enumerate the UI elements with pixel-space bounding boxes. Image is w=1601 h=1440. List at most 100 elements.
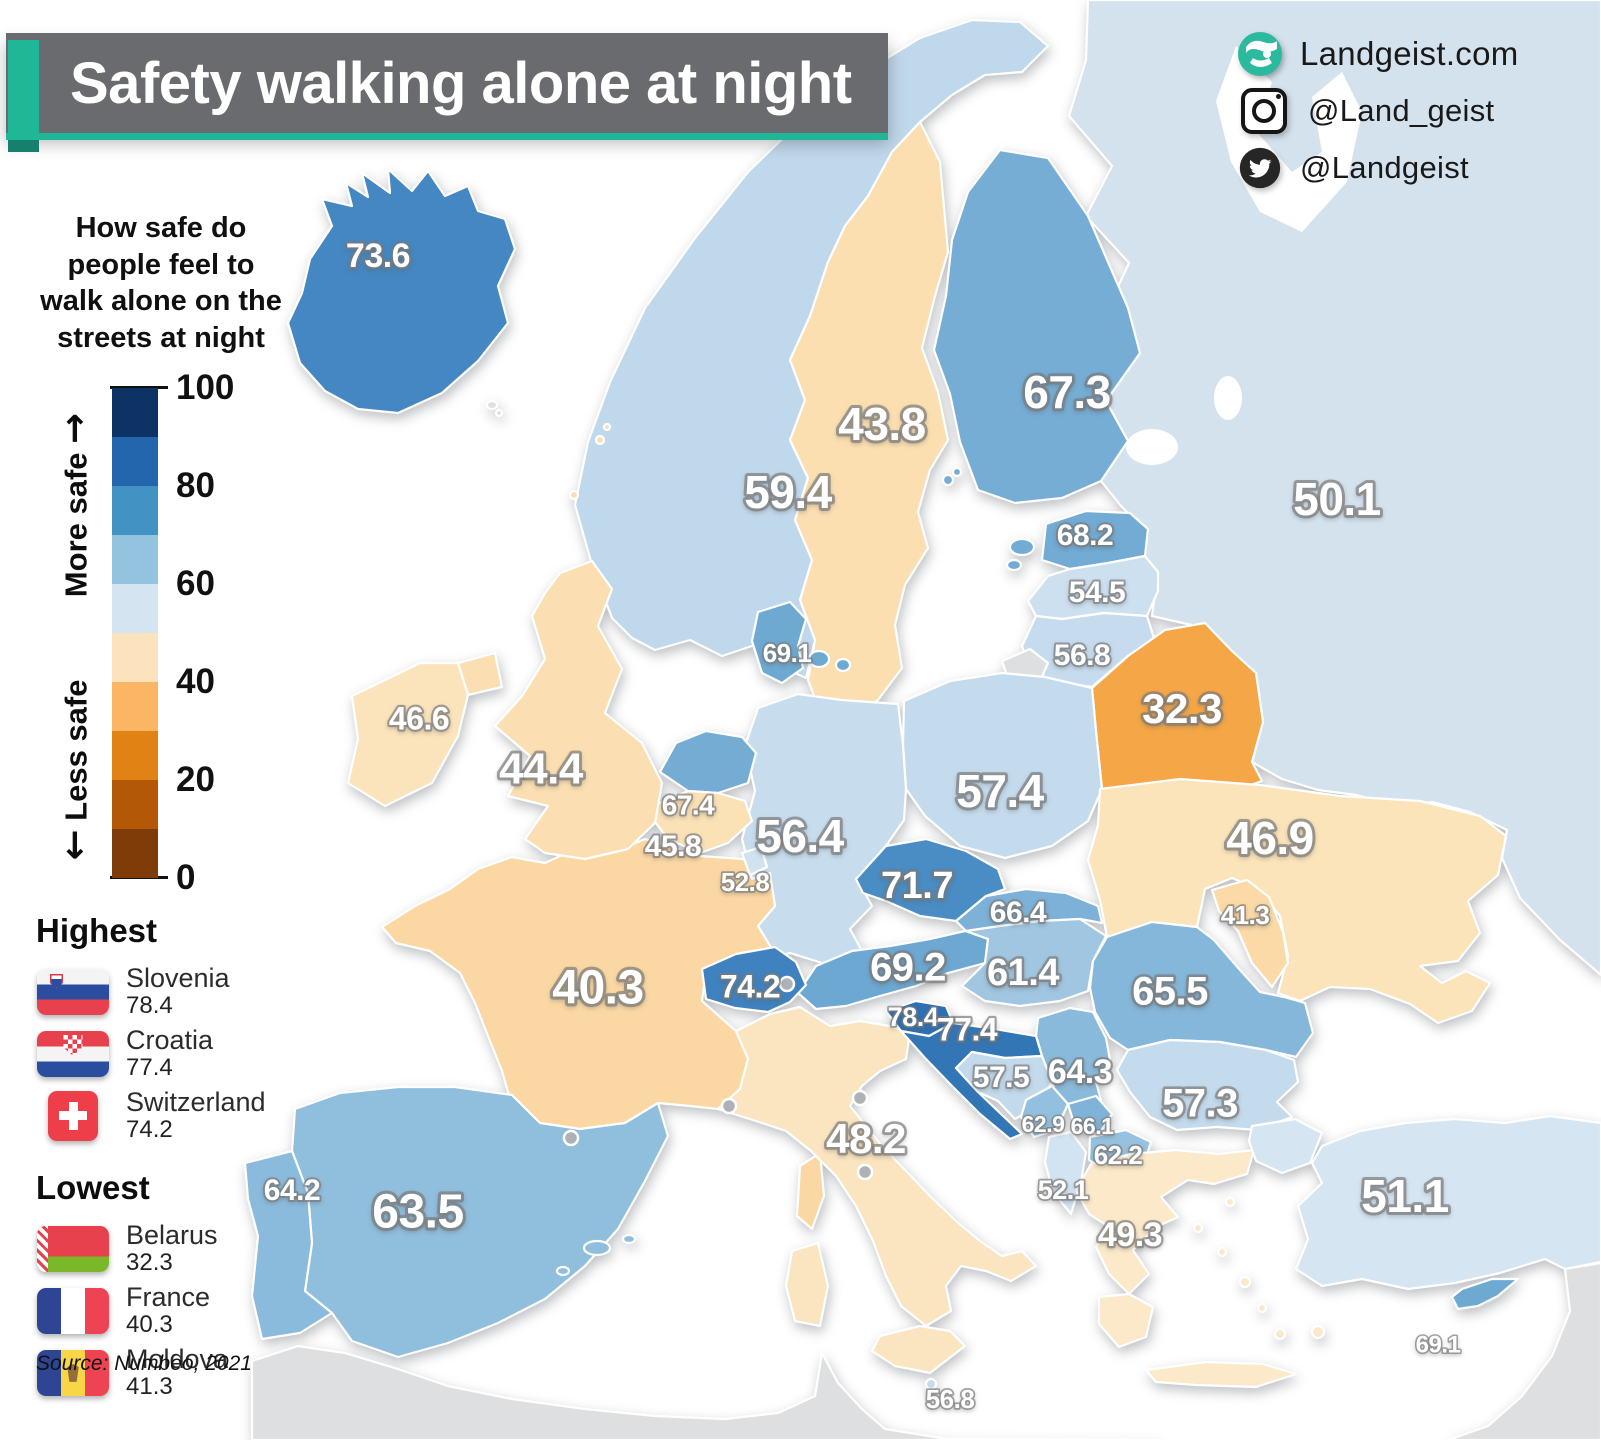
colorbar-segment (112, 486, 158, 535)
country-czechia (854, 837, 1007, 923)
flag-croatia (37, 1030, 109, 1077)
map-value-label-switzerland: 74.2 (720, 968, 780, 1004)
highest-heading: Highest (36, 912, 158, 949)
country-cyprus (1450, 1277, 1520, 1311)
country-denmark (750, 600, 808, 685)
island-shetland (602, 422, 612, 432)
country-value: 32.3 (126, 1249, 173, 1277)
map-value-label-bosnia: 57.5 (973, 1061, 1029, 1094)
island-aegean (1256, 1302, 1268, 1314)
country-value: 41.3 (126, 1373, 173, 1401)
map-value-label-belgium: 45.8 (645, 830, 701, 863)
branding-block: Landgeist.com @Land_geist @Landgeist (1236, 30, 1576, 192)
island-aegean (1192, 1222, 1204, 1234)
scale-tick-100: 100 (176, 368, 235, 407)
flag-wrap (36, 1349, 110, 1396)
island-aegean (1238, 1275, 1252, 1289)
map-value-label-cyprus: 69.1 (1416, 1331, 1461, 1358)
lowest-heading: Lowest (36, 1169, 150, 1207)
ranking-info: Moldova 41.3 (126, 1345, 228, 1400)
banner-accent-bar (8, 40, 39, 137)
ranking-entry-belarus: Belarus 32.3 (36, 1221, 316, 1276)
map-value-label-luxembourg: 52.8 (721, 867, 770, 897)
highest-list: Slovenia 78.4 Croatia 77.4 Switzerland 74.2 (36, 963, 316, 1144)
flag-wrap (36, 1287, 110, 1334)
country-value: 77.4 (126, 1054, 173, 1082)
rankings-panel: Highest Slovenia 78.4 Croatia 77.4 Switzerla… (36, 912, 316, 1407)
country-netherlands (658, 729, 758, 795)
slovenia-emblem-icon (50, 973, 63, 989)
map-value-label-denmark: 69.1 (763, 638, 812, 668)
island-saaremaa (1008, 537, 1036, 557)
country-name: Moldova (126, 1344, 229, 1375)
map-value-label-iceland: 73.6 (346, 237, 410, 275)
country-turkey (1294, 1114, 1601, 1291)
twitter-icon (1239, 147, 1281, 189)
map-value-label-czechia: 71.7 (881, 865, 953, 907)
colorbar-segment (112, 780, 158, 829)
island-ibiza (555, 1265, 571, 1277)
map-value-label-malta: 56.8 (926, 1384, 975, 1414)
island-crete (1144, 1360, 1298, 1389)
microstate-dot-vatican-city (856, 1163, 874, 1181)
island-orkney (568, 489, 580, 501)
island-sicily (870, 1324, 967, 1375)
microstate-dot-liechtenstein (778, 975, 796, 993)
country-name: Croatia (126, 1025, 214, 1056)
colorbar-segment (112, 535, 158, 584)
country-uk (493, 559, 664, 861)
country-spain (290, 1085, 670, 1359)
country-montenegro (1019, 1084, 1070, 1139)
island-funen (834, 657, 852, 673)
country-albania (1043, 1130, 1088, 1216)
island-rhodes (1310, 1324, 1326, 1340)
map-value-label-sweden: 43.8 (838, 398, 926, 450)
instagram-lens (1252, 99, 1276, 123)
country-bulgaria (1115, 1038, 1300, 1132)
country-value: 40.3 (126, 1311, 173, 1339)
instagram-row: @Land_geist (1236, 87, 1576, 135)
map-value-label-romania: 65.5 (1132, 970, 1208, 1014)
map-value-label-greece: 49.3 (1098, 1216, 1162, 1254)
flag-slovenia (37, 968, 109, 1015)
island-aegean (1224, 1196, 1236, 1208)
scale-tick-60: 60 (176, 564, 215, 603)
landgeist-globe-icon (1238, 32, 1282, 76)
map-value-label-germany: 56.4 (756, 810, 844, 862)
country-switzerland (700, 945, 808, 1014)
microstate-dot-monaco (720, 1097, 738, 1115)
country-kosovo (1066, 1094, 1114, 1136)
region-north-africa (250, 1344, 1162, 1440)
colorbar-segment (112, 829, 158, 878)
more-safe-label: More safe → (52, 412, 96, 598)
country-greece (1074, 1148, 1256, 1296)
instagram-handle: @Land_geist (1308, 93, 1495, 128)
island-zealand (807, 649, 831, 669)
country-portugal (243, 1149, 334, 1341)
website-row: Landgeist.com (1236, 30, 1576, 78)
flag-belarus (37, 1225, 109, 1272)
island-faroe (494, 408, 504, 418)
map-value-label-finland: 67.3 (1023, 366, 1111, 418)
map-value-label-spain: 63.5 (372, 1186, 463, 1239)
twitter-row: @Landgeist (1236, 144, 1576, 192)
flag-wrap (36, 968, 110, 1015)
island-mallorca (582, 1239, 612, 1257)
subtitle-line: people feel to (67, 248, 255, 281)
map-value-label-latvia: 54.5 (1069, 576, 1125, 609)
map-value-label-nmacedonia: 62.2 (1094, 1140, 1143, 1170)
country-value: 74.2 (126, 1116, 173, 1144)
less-safe-label: ← Less safe (52, 679, 96, 861)
page-title: Safety walking alone at night (70, 50, 852, 116)
country-name: Belarus (126, 1220, 218, 1251)
country-luxembourg (740, 845, 769, 877)
map-value-label-netherlands: 67.4 (662, 789, 715, 820)
map-value-label-belarus: 32.3 (1142, 685, 1222, 732)
banner-accent-strip (6, 133, 888, 140)
map-value-label-france: 40.3 (552, 962, 643, 1015)
subtitle-line: How safe do (75, 212, 247, 244)
country-name: France (126, 1282, 211, 1313)
flag-switzerland (48, 1090, 98, 1141)
map-value-label-russia: 50.1 (1293, 473, 1381, 525)
